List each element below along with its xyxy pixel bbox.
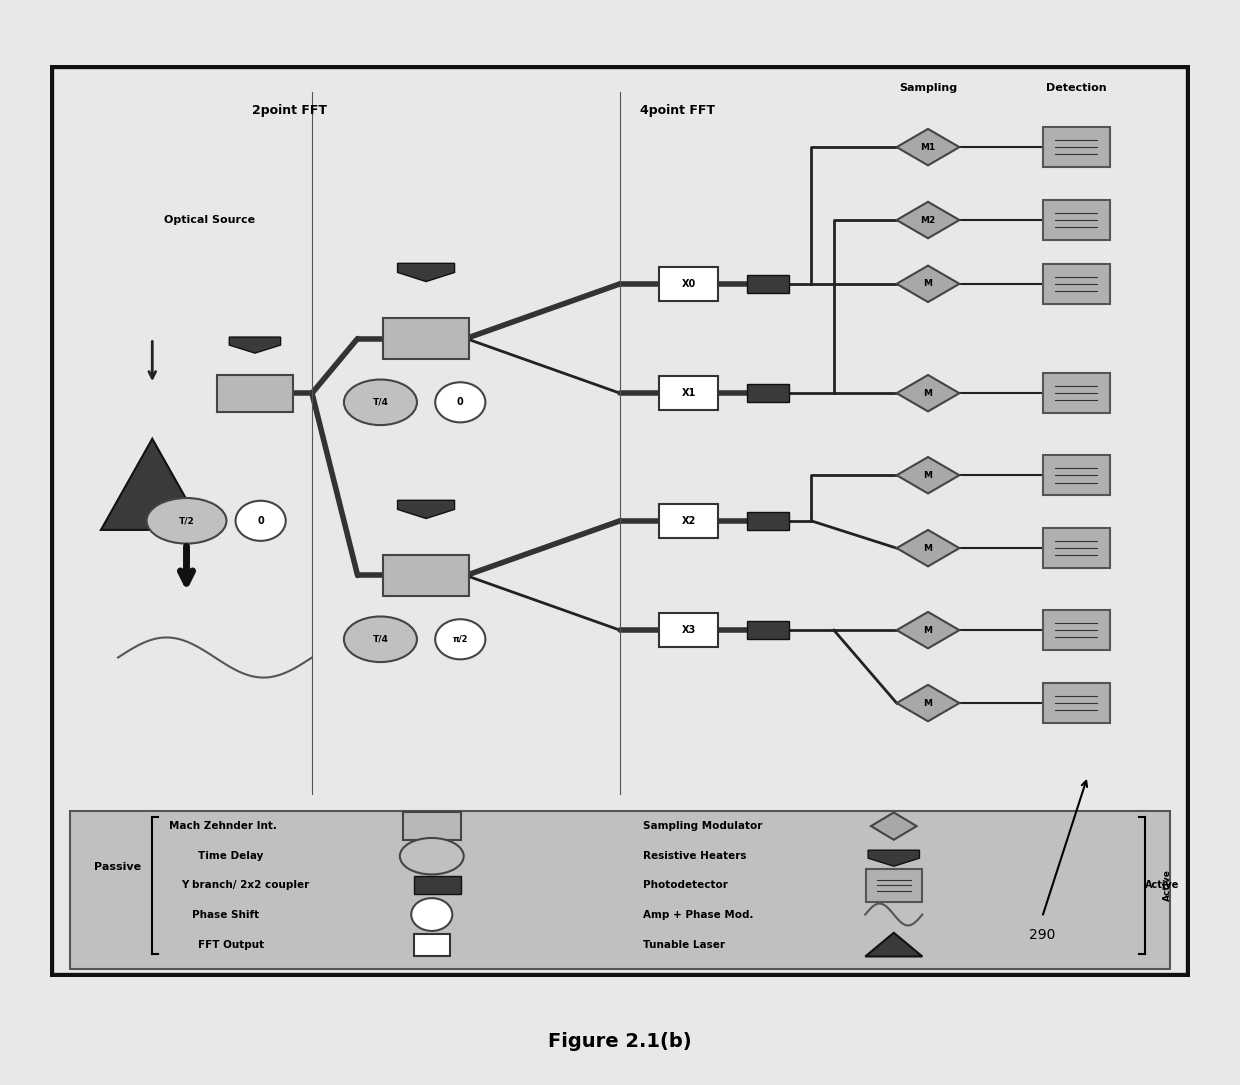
Text: Active: Active (1163, 869, 1172, 902)
Polygon shape (229, 337, 280, 353)
Text: M: M (924, 544, 932, 552)
Polygon shape (897, 612, 960, 649)
FancyBboxPatch shape (658, 613, 718, 647)
FancyBboxPatch shape (403, 812, 461, 840)
Text: π/2: π/2 (453, 635, 467, 643)
Text: Passive: Passive (94, 863, 141, 872)
Circle shape (435, 620, 485, 660)
Ellipse shape (399, 838, 464, 875)
Polygon shape (398, 500, 455, 519)
Text: Tunable Laser: Tunable Laser (642, 940, 725, 949)
FancyBboxPatch shape (748, 275, 790, 293)
FancyBboxPatch shape (71, 810, 1169, 969)
Circle shape (236, 501, 285, 540)
FancyBboxPatch shape (413, 877, 461, 894)
Polygon shape (398, 264, 455, 281)
Text: M: M (924, 699, 932, 707)
FancyBboxPatch shape (658, 267, 718, 301)
Text: M: M (924, 626, 932, 635)
Text: 0: 0 (456, 397, 464, 407)
Text: Photodetector: Photodetector (642, 880, 728, 891)
FancyBboxPatch shape (1043, 456, 1110, 495)
Text: Detection: Detection (1047, 82, 1106, 93)
Polygon shape (870, 813, 916, 840)
FancyBboxPatch shape (1043, 373, 1110, 413)
Text: 0: 0 (257, 515, 264, 526)
Text: M1: M1 (920, 142, 936, 152)
FancyBboxPatch shape (413, 934, 450, 956)
Text: Resistive Heaters: Resistive Heaters (642, 852, 746, 861)
Polygon shape (897, 529, 960, 566)
Text: Sampling: Sampling (899, 82, 957, 93)
Circle shape (435, 382, 485, 422)
FancyBboxPatch shape (1043, 610, 1110, 650)
FancyBboxPatch shape (866, 869, 921, 902)
Polygon shape (866, 933, 923, 957)
Text: X1: X1 (681, 388, 696, 398)
Text: Sampling Modulator: Sampling Modulator (642, 821, 763, 831)
FancyBboxPatch shape (1043, 200, 1110, 240)
Text: T/2: T/2 (179, 516, 195, 525)
Ellipse shape (343, 616, 417, 662)
Text: Time Delay: Time Delay (198, 852, 263, 861)
Text: M: M (924, 388, 932, 398)
Ellipse shape (146, 498, 227, 544)
FancyBboxPatch shape (383, 554, 470, 597)
FancyBboxPatch shape (1043, 528, 1110, 569)
Text: Figure 2.1(b): Figure 2.1(b) (548, 1032, 692, 1051)
Text: Y branch/ 2x2 coupler: Y branch/ 2x2 coupler (181, 880, 309, 891)
FancyBboxPatch shape (1043, 684, 1110, 723)
FancyBboxPatch shape (1043, 127, 1110, 167)
Text: X2: X2 (681, 515, 696, 526)
Polygon shape (897, 129, 960, 165)
Polygon shape (897, 685, 960, 722)
Text: T/4: T/4 (372, 635, 388, 643)
Polygon shape (897, 457, 960, 494)
Text: Amp + Phase Mod.: Amp + Phase Mod. (642, 909, 754, 919)
Text: M: M (924, 279, 932, 289)
Text: FFT Output: FFT Output (198, 940, 264, 949)
Text: 4point FFT: 4point FFT (640, 104, 714, 117)
FancyBboxPatch shape (383, 318, 470, 359)
FancyBboxPatch shape (217, 374, 293, 412)
FancyBboxPatch shape (748, 512, 790, 529)
Polygon shape (100, 438, 203, 529)
Text: 290: 290 (1029, 929, 1055, 943)
FancyBboxPatch shape (1043, 264, 1110, 304)
Text: X0: X0 (681, 279, 696, 289)
Text: Active: Active (1145, 880, 1179, 891)
Text: X3: X3 (681, 625, 696, 635)
FancyBboxPatch shape (658, 376, 718, 410)
Polygon shape (897, 375, 960, 411)
Text: Optical Source: Optical Source (164, 215, 255, 225)
FancyBboxPatch shape (748, 621, 790, 639)
Polygon shape (897, 266, 960, 302)
FancyBboxPatch shape (658, 503, 718, 538)
Text: Mach Zehnder Int.: Mach Zehnder Int. (170, 821, 278, 831)
Text: M2: M2 (920, 216, 936, 225)
Text: T/4: T/4 (372, 398, 388, 407)
Circle shape (412, 898, 453, 931)
Text: 2point FFT: 2point FFT (252, 104, 326, 117)
Polygon shape (868, 851, 920, 866)
Text: M: M (924, 471, 932, 480)
Polygon shape (897, 202, 960, 239)
Text: Phase Shift: Phase Shift (192, 909, 259, 919)
Ellipse shape (343, 380, 417, 425)
FancyBboxPatch shape (748, 384, 790, 403)
